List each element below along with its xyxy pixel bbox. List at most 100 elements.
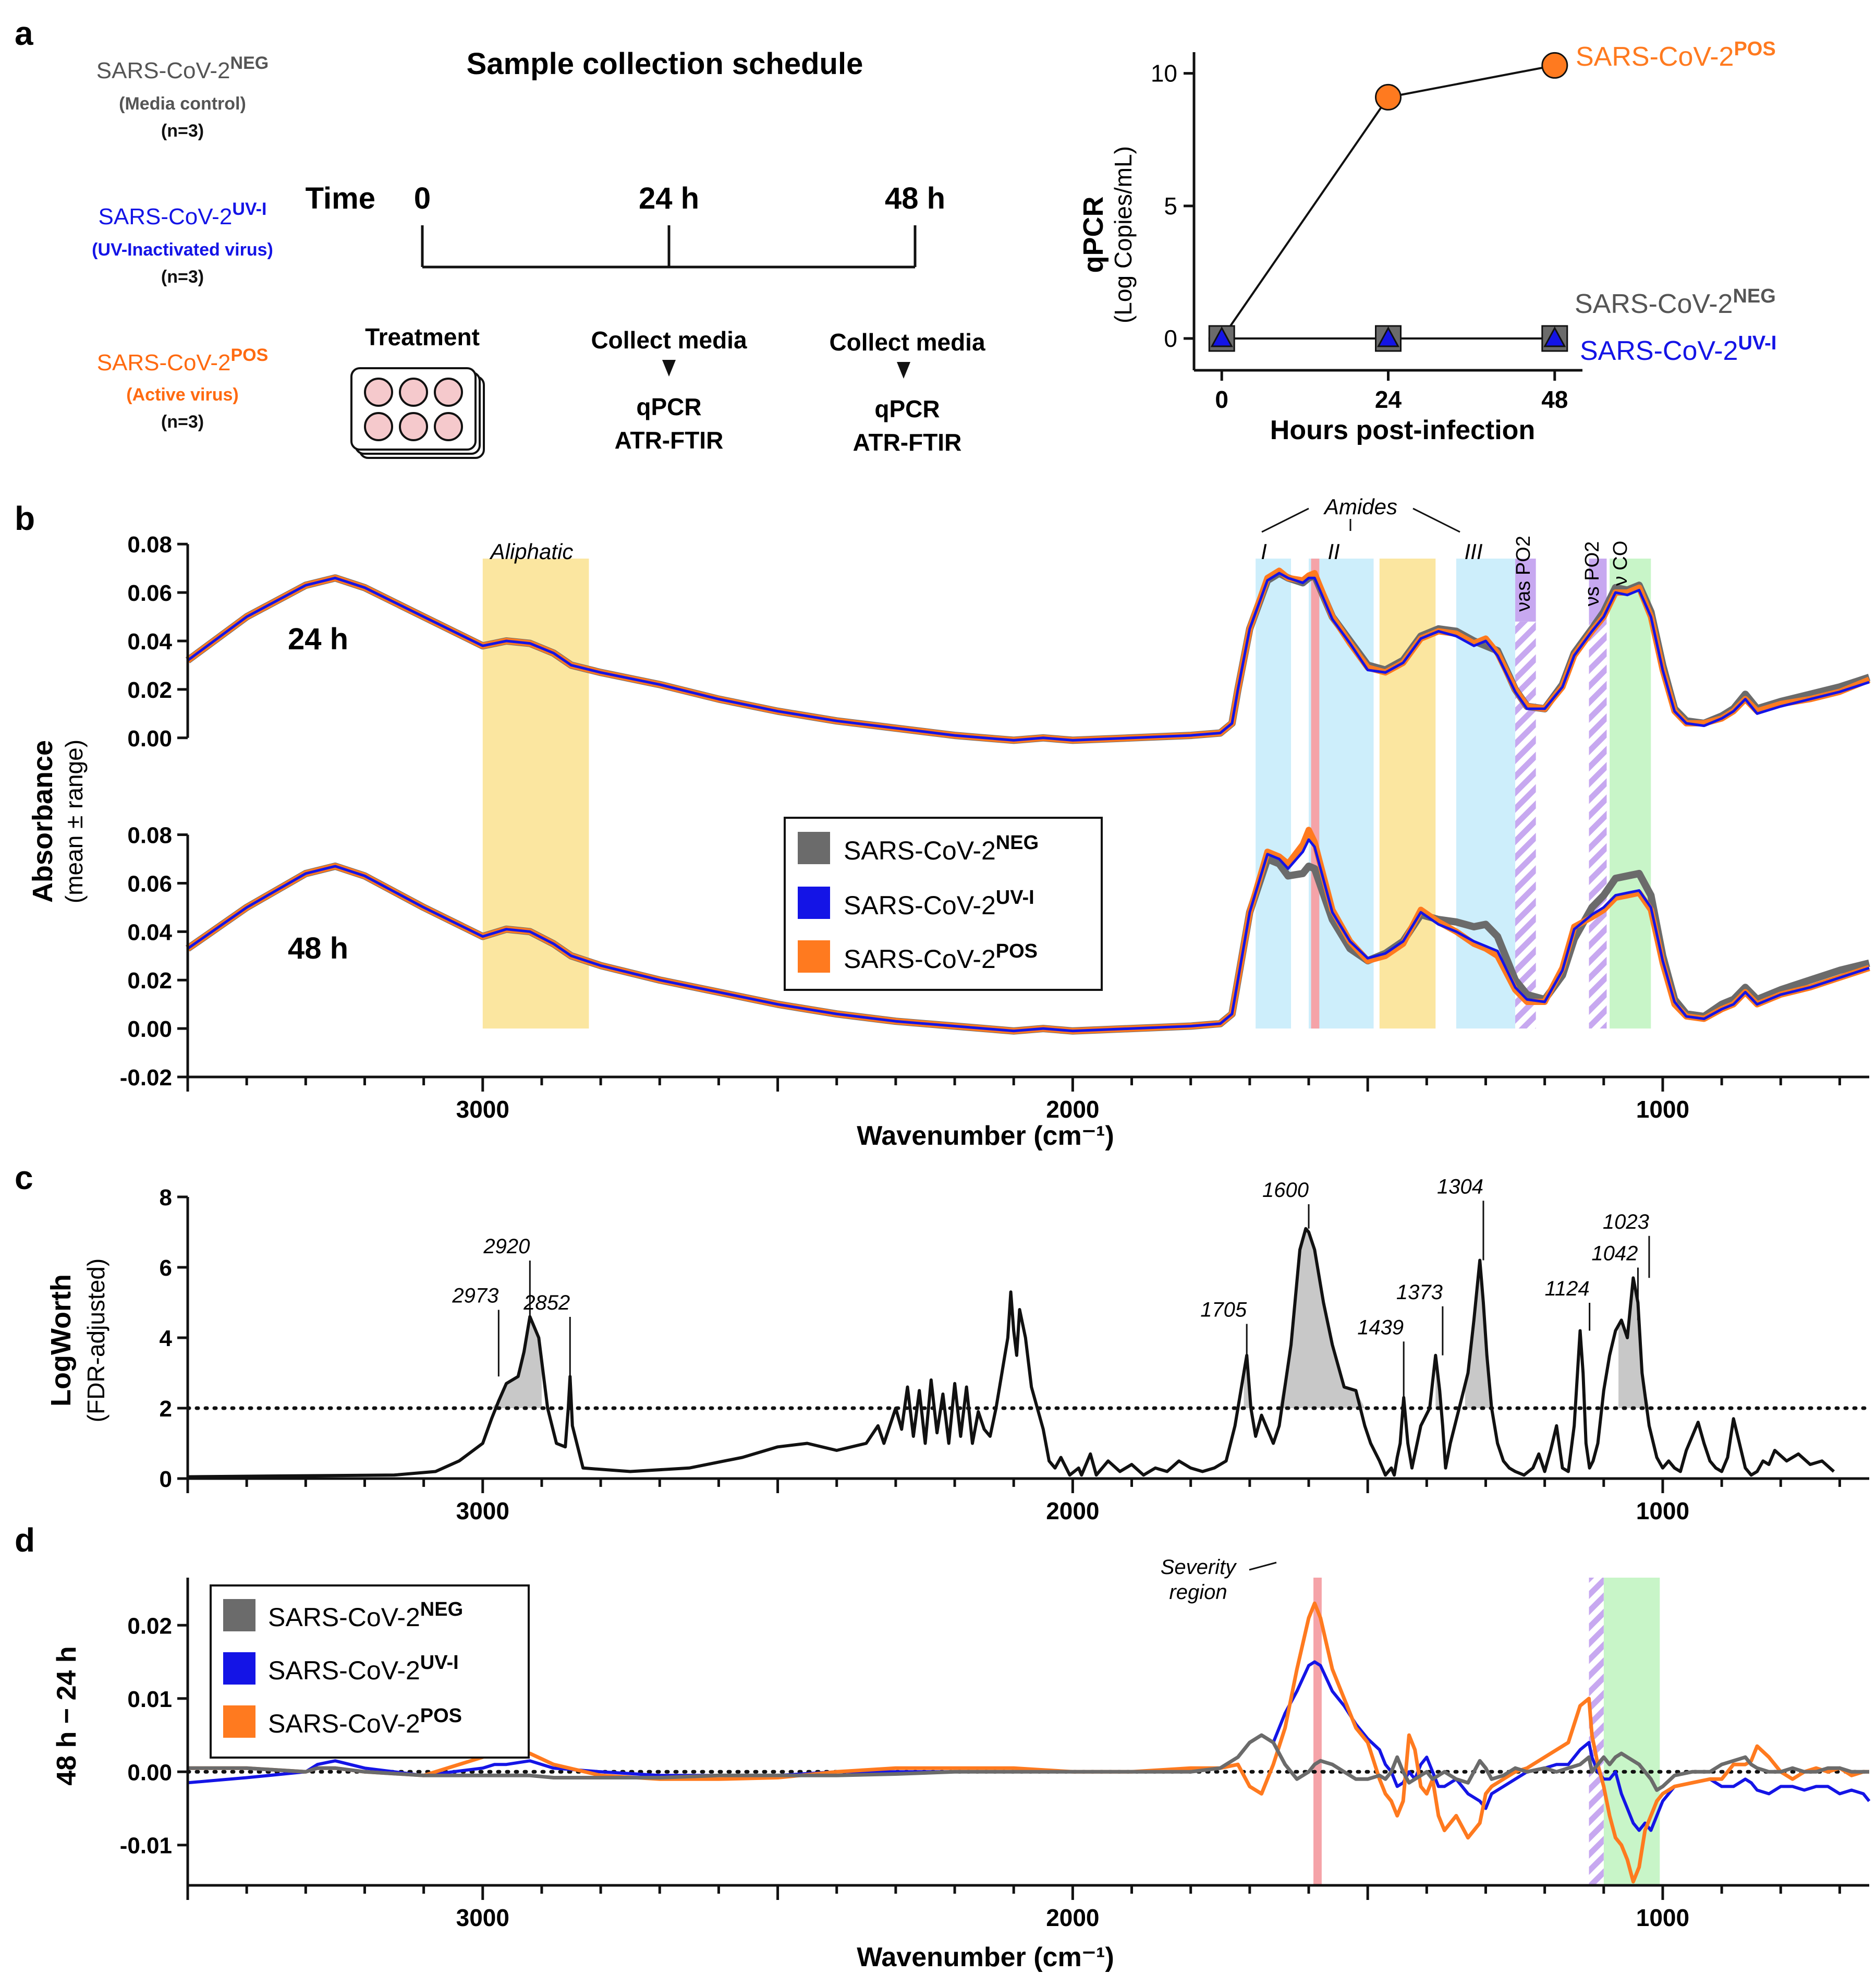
spectra-y-tick-label: 0.00: [127, 726, 172, 752]
svg-text:SARS-CoV-2NEG: SARS-CoV-2NEG: [268, 1599, 463, 1632]
group-pos-n: (n=3): [161, 412, 204, 432]
svg-text:SARS-CoV-2UV-I: SARS-CoV-2UV-I: [844, 887, 1034, 920]
time-48: 48 h: [885, 181, 945, 215]
spectra-y-tick-label: 0.06: [127, 580, 172, 606]
panel-d: d -0.01 0.00 0.01 0.02 3000 2000 1000 48 h − 2…: [15, 1521, 1871, 1972]
group-neg-n: (n=3): [161, 121, 204, 141]
difference-xlabel: Wavenumber (cm⁻¹): [857, 1942, 1114, 1972]
diff-region-v-co: [1603, 1578, 1660, 1885]
label-vas-po2: νas PO2: [1513, 536, 1534, 612]
peak-label: 1042: [1591, 1242, 1638, 1265]
spectra-lines: [185, 567, 1871, 1035]
difference-ylabel: 48 h − 24 h: [52, 1646, 82, 1785]
panel-label-a: a: [15, 15, 33, 52]
step-qpcr-48: qPCR: [874, 395, 940, 422]
difference-y-tick-label: -0.01: [120, 1833, 172, 1859]
diff-region-severity: [1313, 1578, 1322, 1885]
label-amide-III: III: [1464, 539, 1482, 564]
qpcr-y-tick-label: 5: [1164, 192, 1177, 220]
legend-pos-sup: POS: [996, 940, 1038, 962]
logworth-x-tick-label: 1000: [1636, 1497, 1689, 1524]
difference-line-neg: [188, 1733, 1869, 1792]
diff-legend-uvi-sup: UV-I: [420, 1652, 459, 1674]
group-neg: SARS-CoV-2NEG (Media control) (n=3): [96, 53, 269, 141]
spectrum-48h-uvi: [187, 838, 1870, 1033]
peak-label: 1373: [1396, 1281, 1443, 1304]
step-ftir-24: ATR-FTIR: [615, 427, 724, 454]
arrow-down-icon: [662, 360, 676, 377]
group-pos: SARS-CoV-2POS (Active virus) (n=3): [97, 345, 269, 432]
legend-swatch-uvi: [798, 887, 830, 919]
qpcr-x-tick-label: 0: [1215, 386, 1228, 413]
peak-label: 1705: [1200, 1299, 1247, 1322]
spectra-y-tick-label: 0.04: [127, 629, 172, 655]
spectra-axes: -0.02 0.00 0.02 0.04 0.06 0.08 0.00 0.02 0.04 0.0…: [120, 532, 1869, 1123]
qpcr-label-pos-sup: POS: [1734, 38, 1775, 60]
difference-axes: -0.01 0.00 0.01 0.02 3000 2000 1000: [120, 1578, 1869, 1931]
region-severity: [1311, 559, 1320, 1029]
step-collect-48: Collect media: [829, 329, 985, 356]
logworth-y-tick-label: 8: [160, 1185, 172, 1210]
difference-y-tick-label: 0.00: [127, 1760, 172, 1785]
qpcr-chart: qPCR (Log Copies/mL) Hours post-infectio…: [1078, 38, 1776, 445]
diff-legend-neg-sup: NEG: [420, 1599, 463, 1620]
group-pos-desc: (Active virus): [126, 385, 238, 405]
panel-label-b: b: [15, 500, 35, 537]
severity-label-1: Severity: [1161, 1556, 1237, 1579]
qpcr-point-pos: [1541, 52, 1568, 79]
time-label: Time: [306, 181, 375, 215]
group-uvi-sup: UV-I: [232, 199, 266, 219]
logworth-y-tick-label: 2: [160, 1396, 172, 1422]
step-qpcr-24: qPCR: [636, 393, 701, 420]
qpcr-y-tick-label: 0: [1164, 325, 1177, 352]
logworth-x-tick-label: 3000: [456, 1497, 509, 1524]
panel-label-d: d: [15, 1521, 35, 1559]
peak-label: 1304: [1437, 1175, 1483, 1198]
diff-legend-swatch-neg: [223, 1599, 255, 1631]
group-neg-sup: NEG: [230, 53, 269, 73]
diff-legend-swatch-uvi: [223, 1652, 255, 1685]
svg-text:SARS-CoV-2UV-I: SARS-CoV-2UV-I: [1580, 332, 1776, 366]
difference-legend: SARS-CoV-2NEG SARS-CoV-2UV-I SARS-CoV-2P…: [210, 1584, 530, 1759]
diff-legend-pos-sup: POS: [420, 1705, 462, 1727]
svg-text:SARS-CoV-2POS: SARS-CoV-2POS: [97, 345, 269, 376]
svg-text:SARS-CoV-2UV-I: SARS-CoV-2UV-I: [268, 1652, 459, 1685]
legend-swatch-pos: [798, 940, 830, 973]
logworth-ylabel: LogWorth: [45, 1274, 77, 1407]
logworth-shaded-region: [491, 1316, 542, 1408]
group-uvi-name: SARS-CoV-2: [99, 204, 233, 229]
peak-label: 1023: [1603, 1210, 1649, 1233]
qpcr-point-uvi: [1210, 326, 1233, 347]
spectrum-24h-uvi: [187, 572, 1870, 742]
step-ftir-48: ATR-FTIR: [853, 429, 962, 456]
panel-label-c: c: [15, 1159, 33, 1196]
legend-swatch-neg: [798, 832, 830, 864]
qpcr-label-uvi-sup: UV-I: [1738, 332, 1776, 354]
severity-pointer: [1249, 1561, 1277, 1571]
difference-lines: [187, 1601, 1871, 1884]
diff-legend-neg: SARS-CoV-2: [268, 1603, 420, 1632]
difference-x-tick-label: 2000: [1046, 1904, 1099, 1931]
diff-legend-swatch-pos: [223, 1705, 255, 1738]
svg-text:SARS-CoV-2POS: SARS-CoV-2POS: [268, 1705, 462, 1738]
legend-uvi: SARS-CoV-2: [844, 891, 996, 920]
logworth-y-tick-label: 6: [160, 1255, 172, 1281]
region-v-co: [1610, 559, 1651, 1029]
peak-label: 1439: [1357, 1316, 1404, 1339]
diff-legend-uvi: SARS-CoV-2: [268, 1656, 420, 1685]
label-amide-I: I: [1261, 539, 1267, 564]
spectra-y-tick-label: -0.02: [120, 1065, 172, 1091]
qpcr-y-tick-label: 10: [1151, 60, 1177, 87]
label-v-co: ν CO: [1610, 541, 1631, 586]
region-amide-yellow: [1379, 559, 1436, 1029]
spectra-chart: -0.02 0.00 0.02 0.04 0.06 0.08 0.00 0.02 0.04 0.0…: [27, 494, 1871, 1151]
spectra-x-tick-label: 1000: [1636, 1096, 1689, 1123]
legend-pos: SARS-CoV-2: [844, 944, 996, 974]
qpcr-xlabel: Hours post-infection: [1270, 415, 1535, 445]
svg-text:SARS-CoV-2NEG: SARS-CoV-2NEG: [96, 53, 269, 83]
amide-bracket: [1261, 507, 1460, 533]
group-pos-name: SARS-CoV-2: [97, 350, 231, 376]
legend-uvi-sup: UV-I: [996, 887, 1034, 909]
peak-label: 2852: [523, 1291, 570, 1314]
